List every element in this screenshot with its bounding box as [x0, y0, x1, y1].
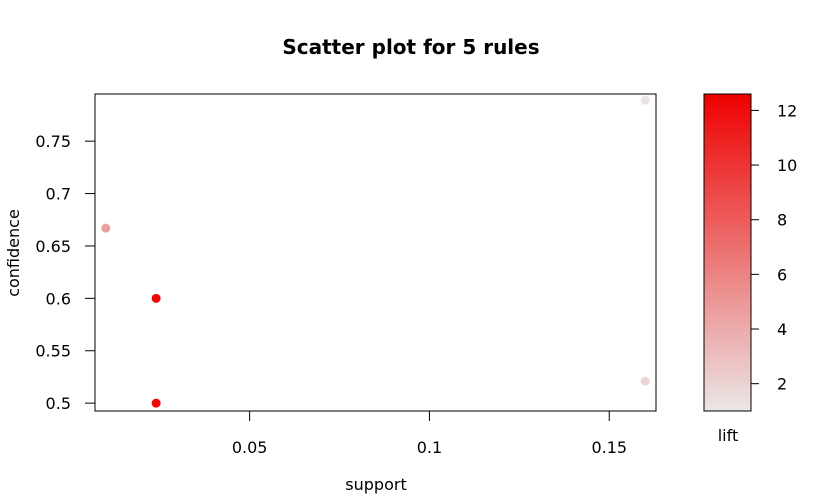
- y-axis: 0.5 0.55 0.6 0.65 0.7 0.75: [35, 132, 96, 413]
- data-point: [101, 223, 111, 233]
- y-tick-label: 0.65: [35, 237, 71, 256]
- x-axis-label: support: [345, 475, 406, 494]
- colorbar-tick-label: 12: [777, 101, 797, 120]
- data-points: [101, 95, 650, 408]
- colorbar-tick-label: 4: [777, 320, 787, 339]
- x-axis: 0.05 0.1 0.15: [232, 410, 627, 457]
- colorbar-tick-label: 8: [777, 211, 787, 230]
- y-tick-label: 0.7: [46, 185, 71, 204]
- y-tick-label: 0.55: [35, 342, 71, 361]
- plot-area: [94, 93, 657, 412]
- data-point: [640, 376, 650, 386]
- x-tick-label: 0.15: [591, 438, 627, 457]
- colorbar-legend: 2 4 6 8 10 12 lift: [703, 93, 797, 445]
- colorbar-gradient: [703, 93, 752, 412]
- x-tick-label: 0.05: [232, 438, 268, 457]
- colorbar-tick-label: 2: [777, 375, 787, 394]
- y-tick-label: 0.5: [46, 394, 71, 413]
- data-point: [151, 293, 161, 303]
- colorbar-tick-label: 10: [777, 156, 797, 175]
- y-tick-label: 0.75: [35, 132, 71, 151]
- x-tick-label: 0.1: [417, 438, 442, 457]
- colorbar-tick-label: 6: [777, 265, 787, 284]
- colorbar-ticks: 2 4 6 8 10 12: [751, 101, 797, 394]
- y-axis-label: confidence: [4, 209, 23, 297]
- y-tick-label: 0.6: [46, 289, 71, 308]
- chart-title: Scatter plot for 5 rules: [282, 35, 539, 59]
- data-point: [640, 95, 650, 105]
- colorbar-label: lift: [718, 426, 739, 445]
- data-point: [151, 398, 161, 408]
